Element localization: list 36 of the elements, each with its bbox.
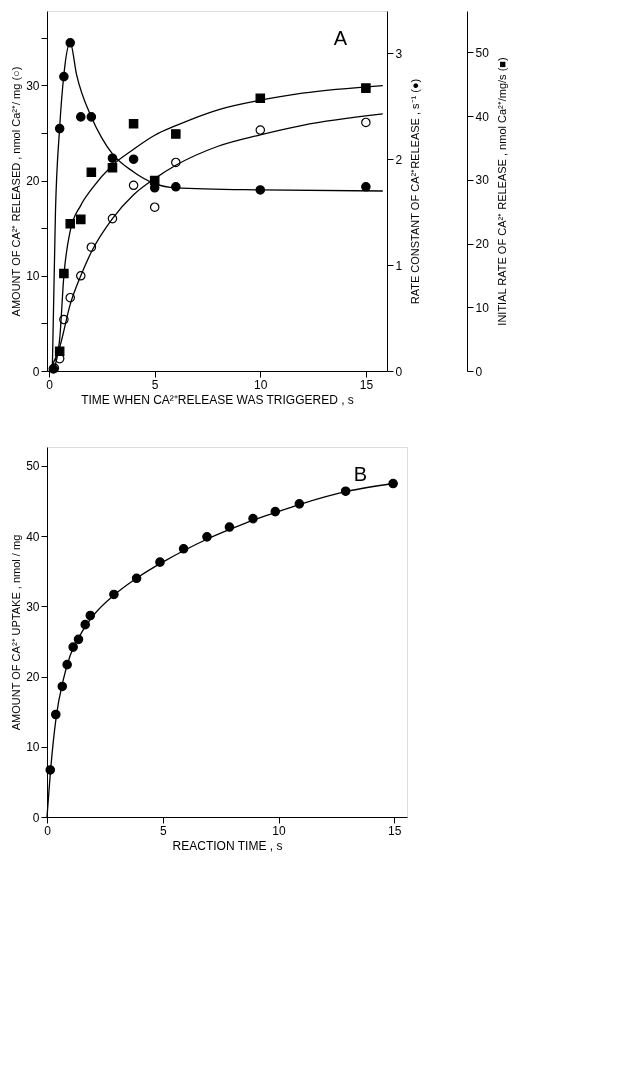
y2-tick-label: 2: [395, 152, 403, 167]
y-tick-label: 30: [26, 78, 40, 93]
y-tick-label: 0: [32, 810, 40, 825]
annotation: B: [353, 463, 367, 485]
x-tick-label: 0: [44, 823, 52, 838]
annotation: A: [333, 27, 348, 49]
x-tick-label: 5: [151, 377, 159, 392]
x-axis-title: TIME WHEN CA²⁺RELEASE WAS TRIGGERED , s: [81, 392, 354, 407]
x-axis-title: REACTION TIME , s: [172, 838, 283, 853]
y3-tick-label: 20: [475, 237, 490, 252]
x-tick-label: 10: [254, 377, 268, 392]
y-axis-title: AMOUNT OF CA²⁺ RELEASED , nmol Ca²⁺/ mg (○): [10, 66, 23, 317]
y3-tick-label: 0: [475, 364, 483, 379]
y-tick-label: 50: [26, 459, 40, 474]
y-axis-title: AMOUNT OF CA²⁺ UPTAKE , nmol / mg: [10, 534, 23, 731]
y-tick-label: 20: [26, 670, 40, 685]
y2-axis-title: RATE CONSTANT OF CA²⁺RELEASE , s⁻¹ (●): [409, 78, 422, 305]
y-tick-label: 10: [26, 269, 40, 284]
x-tick-label: 15: [359, 377, 374, 392]
y3-tick-label: 30: [475, 173, 490, 188]
y2-tick-label: 3: [395, 46, 403, 61]
y3-tick-label: 50: [475, 45, 490, 60]
y3-tick-label: 40: [475, 109, 490, 124]
y3-tick-label: 10: [475, 300, 490, 315]
y2-tick-label: 0: [395, 364, 403, 379]
y-tick-label: 0: [32, 364, 40, 379]
y2-tick-label: 1: [395, 258, 403, 273]
x-tick-label: 0: [46, 377, 54, 392]
x-tick-label: 15: [388, 823, 402, 838]
y-tick-label: 40: [26, 529, 40, 544]
y-tick-label: 20: [26, 174, 40, 189]
y-tick-label: 30: [26, 599, 40, 614]
x-tick-label: 5: [159, 823, 167, 838]
y3-axis-title: INITIAL RATE OF CA²⁺ RELEASE , nmol Ca²⁺/mg/s (■): [495, 57, 508, 326]
y-tick-label: 10: [26, 740, 40, 755]
x-tick-label: 10: [272, 823, 287, 838]
